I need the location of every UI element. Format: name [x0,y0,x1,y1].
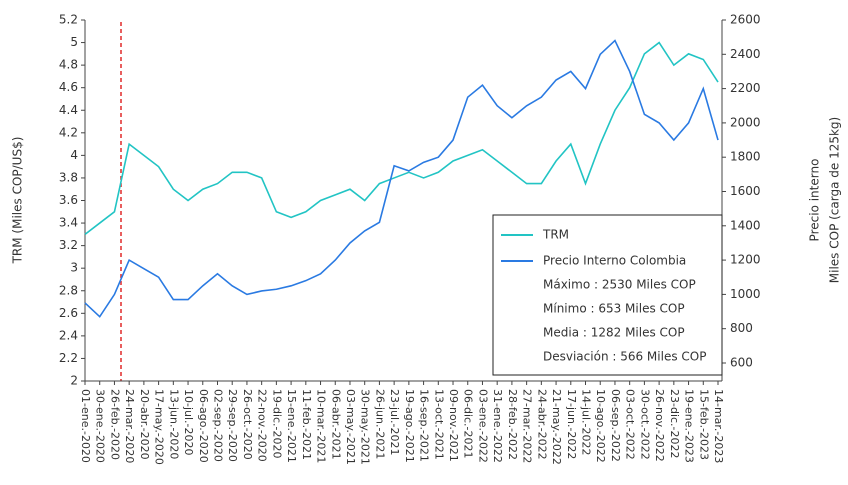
y-tick-label: 2.2 [59,351,78,365]
y-tick-label: 2.6 [59,306,78,320]
legend-label: TRM [542,228,569,242]
legend-box [492,214,723,376]
y-tick-label: 3.6 [59,193,78,207]
y-tick-label: 2.8 [59,283,78,297]
y-tick-label: 4.6 [59,80,78,94]
x-tick-label: 28-feb.-2022 [506,389,519,460]
x-tick-label: 03-ene.-2022 [476,389,489,463]
y-tick-label: 4.4 [59,103,78,117]
x-tick-label: 24-abr.-2022 [535,389,548,460]
y-tick-label: 2 [70,374,78,388]
y2-tick-label: 2600 [730,13,761,27]
y2-tick-label: 1600 [730,184,761,198]
series-line [84,41,719,235]
x-tick-label: 22-nov.-2020 [256,389,269,462]
x-tick-label: 26-oct.-2020 [241,389,254,460]
y2-tick-label: 1200 [730,253,761,267]
x-tick-label: 24-mar.-2020 [123,389,136,463]
y-tick-label: 4.2 [59,125,78,139]
x-tick-label: 10-mar.-2021 [315,389,328,463]
x-tick-label: 27-mar.-2022 [521,389,534,463]
x-tick-label: 30-ene.-2020 [94,389,107,463]
legend-label: Precio Interno Colombia [543,254,686,268]
y-axis-label: TRM (Miles COP/US$) [11,137,25,265]
x-tick-label: 10-ago.-2022 [594,389,607,463]
y2-tick-label: 1000 [730,287,761,301]
y-tick-label: 5.2 [59,13,78,27]
x-tick-label: 02-sep.-2020 [211,389,224,462]
y2-tick-label: 600 [730,355,753,369]
x-tick-label: 03-may.-2021 [344,389,357,465]
y-tick-label: 3.4 [59,216,78,230]
legend-note: Desviación : 566 Miles COP [543,350,706,364]
x-tick-label: 16-sep.-2021 [418,389,431,462]
x-tick-label: 14-mar.-2023 [712,389,725,463]
x-tick-label: 20-abr.-2020 [138,389,151,460]
x-tick-label: 26-nov.-2022 [653,389,666,462]
x-tick-label: 06-ago.-2020 [197,389,210,463]
x-tick-label: 29-sep.-2020 [226,389,239,462]
x-tick-label: 19-ago.-2021 [403,389,416,463]
x-tick-label: 17-may.-2020 [153,389,166,465]
x-tick-label: 23-dic.-2022 [668,389,681,459]
y2-tick-label: 1800 [730,150,761,164]
x-tick-label: 30-may.-2021 [359,389,372,465]
x-tick-label: 13-oct.-2021 [432,389,445,460]
x-tick-label: 26-jun.-2021 [373,389,386,459]
y2-tick-label: 800 [730,321,753,335]
x-tick-label: 11-feb.-2021 [300,389,313,460]
x-tick-label: 23-jul.-2021 [388,389,401,456]
y-tick-label: 3.8 [59,170,78,184]
y-tick-label: 4.8 [59,58,78,72]
x-tick-label: 14-jul.-2022 [580,389,593,456]
x-tick-label: 01-ene.-2020 [79,389,92,463]
x-tick-label: 30-oct.-2022 [638,389,651,460]
x-tick-label: 19-ene.-2023 [683,389,696,463]
x-tick-label: 10-jul.-2020 [182,389,195,456]
y2-axis-label: Miles COP (carga de 125kg) [828,117,842,283]
x-tick-label: 15-feb.-2023 [697,389,710,460]
x-tick-label: 03-oct.-2022 [624,389,637,460]
y2-tick-label: 2000 [730,115,761,129]
y-tick-label: 3 [70,261,78,275]
y-tick-label: 3.2 [59,238,78,252]
x-tick-label: 06-sep.-2022 [609,389,622,462]
x-tick-label: 17-jun.-2022 [565,389,578,459]
x-tick-label: 13-jun.-2020 [167,389,180,459]
x-tick-label: 06-abr.-2021 [329,389,342,460]
series-line [84,39,719,318]
x-tick-label: 31-ene.-2022 [491,389,504,463]
y-tick-label: 4 [70,148,78,162]
y2-tick-label: 2400 [730,47,761,61]
x-tick-label: 09-nov.-2021 [447,389,460,462]
x-tick-label: 19-dic.-2020 [270,389,283,459]
x-tick-label: 21-may.-2022 [550,389,563,465]
x-tick-label: 15-ene.-2021 [285,389,298,463]
y2-axis-label: Precio interno [808,159,822,242]
x-tick-label: 26-feb.-2020 [108,389,121,460]
y-tick-label: 2.4 [59,328,78,342]
y-tick-label: 5 [70,35,78,49]
legend-note: Máximo : 2530 Miles COP [543,278,696,292]
y2-tick-label: 2200 [730,81,761,95]
x-tick-label: 06-dic.-2021 [462,389,475,459]
y2-tick-label: 1400 [730,218,761,232]
legend-note: Mínimo : 653 Miles COP [543,302,685,316]
legend-note: Media : 1282 Miles COP [543,326,685,340]
